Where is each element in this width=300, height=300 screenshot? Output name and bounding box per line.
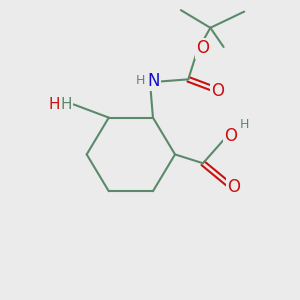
Text: O: O — [196, 39, 209, 57]
Text: O: O — [211, 82, 224, 100]
Text: O: O — [227, 178, 240, 196]
Text: O: O — [224, 127, 238, 145]
Text: HO: HO — [49, 97, 72, 112]
Text: H: H — [136, 74, 145, 87]
Text: H: H — [240, 118, 250, 131]
Text: H: H — [61, 97, 72, 112]
Text: N: N — [147, 72, 160, 90]
